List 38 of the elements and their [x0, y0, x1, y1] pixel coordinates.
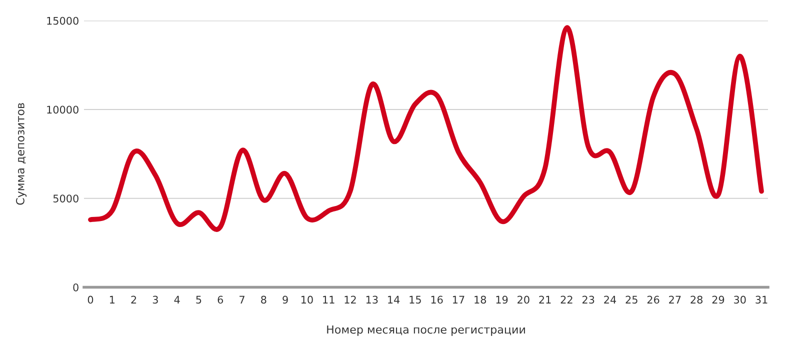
x-tick-label: 18	[474, 296, 486, 304]
x-tick-label: 4	[174, 296, 180, 304]
x-tick-label: 15	[410, 296, 421, 304]
x-tick-label: 27	[669, 296, 681, 304]
y-tick-label: 5000	[53, 194, 78, 202]
x-axis-title: Номер месяца после регистрации	[327, 325, 525, 336]
x-tick-label: 2	[131, 296, 136, 304]
x-tick-label: 7	[240, 296, 244, 304]
x-tick-label: 25	[626, 296, 638, 304]
x-tick-label: 24	[604, 296, 616, 304]
y-tick-label: 15000	[47, 16, 78, 25]
x-tick-label: 21	[539, 296, 551, 304]
y-tick-label: 0	[73, 283, 78, 292]
x-tick-label: 29	[712, 296, 724, 304]
x-tick-label: 26	[647, 296, 660, 304]
x-tick-label: 20	[518, 296, 530, 304]
x-tick-label: 8	[261, 296, 266, 304]
x-tick-label: 28	[690, 296, 702, 304]
x-tick-label: 14	[388, 296, 400, 304]
x-tick-label: 31	[756, 296, 768, 304]
x-tick-label: 5	[196, 296, 202, 304]
x-tick-label: 16	[431, 296, 443, 304]
x-tick-label: 19	[496, 296, 508, 304]
x-tick-label: 23	[582, 296, 594, 304]
x-tick-label: 12	[344, 296, 356, 304]
x-tick-label: 17	[452, 296, 464, 304]
y-axis-title: Сумма депозитов	[16, 103, 27, 205]
x-tick-label: 1	[110, 296, 114, 304]
x-tick-label: 11	[323, 296, 334, 304]
x-tick-label: 30	[734, 296, 746, 304]
x-tick-label: 6	[218, 296, 224, 304]
x-tick-label: 22	[560, 296, 572, 304]
x-tick-label: 9	[282, 296, 288, 304]
x-tick-label: 3	[152, 296, 158, 304]
x-tick-label: 0	[88, 296, 94, 304]
x-tick-label: 10	[301, 296, 313, 304]
x-tick-label: 13	[366, 296, 378, 304]
y-tick-label: 10000	[47, 106, 78, 114]
